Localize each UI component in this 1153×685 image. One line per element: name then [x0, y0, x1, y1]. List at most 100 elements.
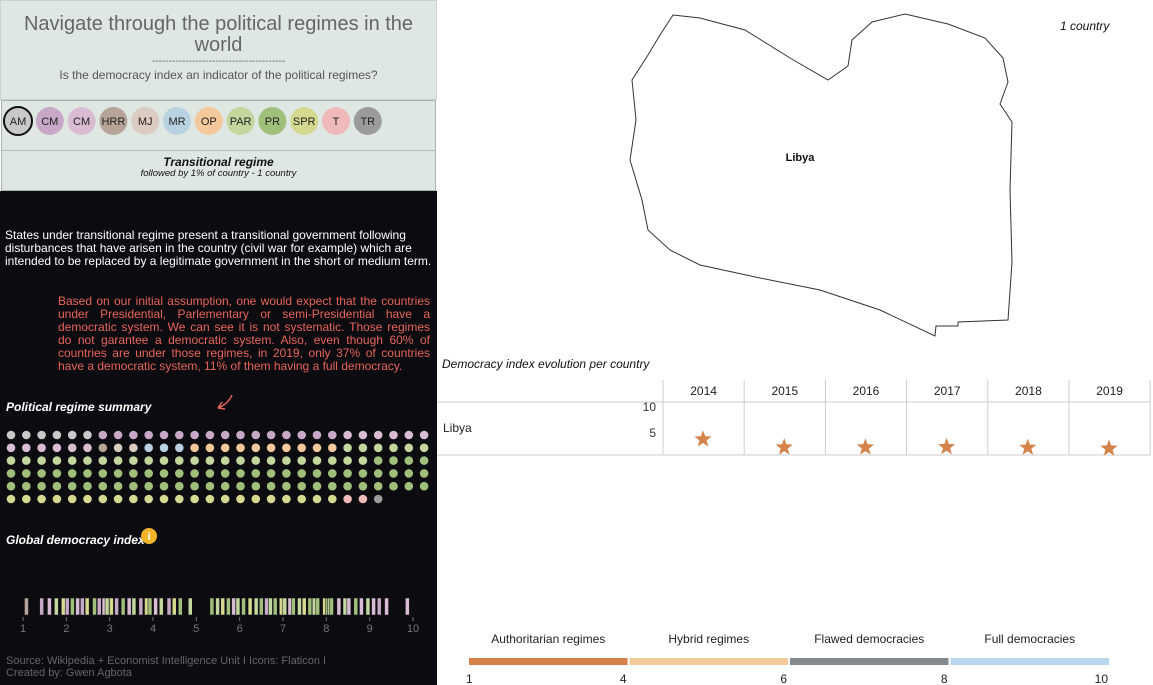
summary-dot: [6, 469, 16, 478]
index-bar: [384, 597, 389, 616]
summary-dot: [22, 494, 31, 504]
regime-code: AM: [10, 116, 27, 128]
regime-button[interactable]: [226, 107, 255, 135]
x-tick-label: 3: [107, 623, 113, 635]
summary-dot: [144, 481, 153, 491]
summary-dot: [205, 456, 215, 465]
regime-code: CM: [73, 116, 90, 128]
regime-button[interactable]: [322, 107, 350, 135]
summary-dot: [6, 494, 16, 504]
description: States under transitional regime present…: [5, 228, 432, 268]
index-bar: [171, 597, 177, 616]
summary-dot: [389, 469, 398, 478]
index-bar: [342, 597, 348, 616]
legend-label: Flawed democracies: [814, 632, 924, 646]
regime-button[interactable]: [3, 106, 33, 136]
summary-dot: [113, 456, 123, 465]
summary-dot: [52, 456, 62, 465]
index-bar: [247, 597, 253, 616]
summary-dot: [419, 481, 429, 491]
index-bar: [231, 597, 236, 616]
x-tick-label: 4: [150, 623, 156, 635]
regime-button[interactable]: [99, 107, 128, 135]
summary-dot: [266, 481, 276, 491]
summary-dot: [236, 469, 245, 478]
summary-dot: [358, 443, 368, 453]
summary-dot: [328, 430, 337, 440]
summary-dot: [251, 469, 261, 478]
summary-dot: [236, 443, 245, 453]
summary-dot: [220, 494, 230, 504]
summary-dot: [159, 443, 169, 453]
country-count: 1 country: [1060, 19, 1110, 33]
index-bar: [215, 597, 220, 616]
summary-dot: [343, 481, 352, 491]
regime-button[interactable]: [194, 107, 223, 135]
summary-dot: [297, 456, 307, 465]
summary-dot: [205, 494, 215, 504]
regime-button[interactable]: [35, 107, 64, 135]
summary-dot: [83, 469, 92, 478]
summary-dot: [6, 443, 16, 453]
index-bar: [166, 597, 172, 616]
star-marker: [938, 437, 956, 455]
selected-title: Transitional regime: [163, 155, 274, 169]
regime-button[interactable]: [353, 107, 382, 135]
summary-dot: [282, 443, 291, 453]
summary-dot: [312, 443, 322, 453]
summary-dot: [67, 469, 77, 478]
summary-dot: [37, 456, 46, 465]
summary-dot: [297, 443, 307, 453]
summary-dot: [83, 443, 92, 453]
year-label: 2014: [690, 384, 717, 398]
regime-button[interactable]: [258, 107, 287, 135]
index-bar: [104, 597, 110, 616]
regime-button[interactable]: [67, 107, 96, 135]
regime-code: MJ: [138, 116, 153, 128]
index-bar: [291, 597, 296, 616]
index-bar: [241, 597, 246, 616]
summary-dot: [312, 469, 322, 478]
index-bar: [188, 597, 193, 616]
summary-dot: [144, 469, 153, 478]
summary-dot: [67, 456, 77, 465]
summary-dot: [52, 481, 62, 491]
index-bar: [61, 597, 66, 616]
summary-dot: [328, 456, 337, 465]
summary-dot: [113, 430, 123, 440]
summary-dot: [98, 430, 108, 440]
summary-dot: [373, 481, 383, 491]
summary-dot: [205, 430, 215, 440]
divider: ----------------------------------------: [151, 56, 286, 67]
star-marker: [775, 438, 793, 455]
regime-code: CM: [41, 116, 58, 128]
y-tick-label: 5: [649, 426, 656, 440]
regime-code: OP: [201, 116, 217, 128]
regime-button[interactable]: [131, 107, 160, 135]
legend-label: Full democracies: [984, 632, 1075, 646]
summary-dot: [220, 481, 230, 491]
info-glyph: i: [147, 531, 150, 543]
y-tick-label: 10: [643, 400, 657, 414]
index-bar: [138, 597, 144, 616]
star-marker: [1100, 439, 1118, 456]
regime-button[interactable]: [290, 107, 319, 135]
chart-title: Democracy index evolution per country: [442, 357, 650, 371]
index-bar: [97, 597, 102, 616]
regime-code: MR: [168, 116, 185, 128]
legend-break: 10: [1095, 672, 1109, 685]
summary-dot: [144, 430, 153, 440]
summary-dot: [159, 494, 169, 504]
index-bar: [359, 597, 364, 616]
title: Navigate through the political regimes i…: [23, 13, 414, 56]
summary-dot: [404, 430, 414, 440]
summary-dot: [419, 443, 429, 453]
info-icon[interactable]: [141, 528, 157, 544]
summary-dot: [358, 481, 368, 491]
summary-dot: [190, 494, 199, 504]
x-tick-label: 2: [63, 623, 69, 635]
year-label: 2017: [934, 384, 961, 398]
regime-button[interactable]: [163, 107, 191, 135]
summary-dot: [220, 430, 230, 440]
